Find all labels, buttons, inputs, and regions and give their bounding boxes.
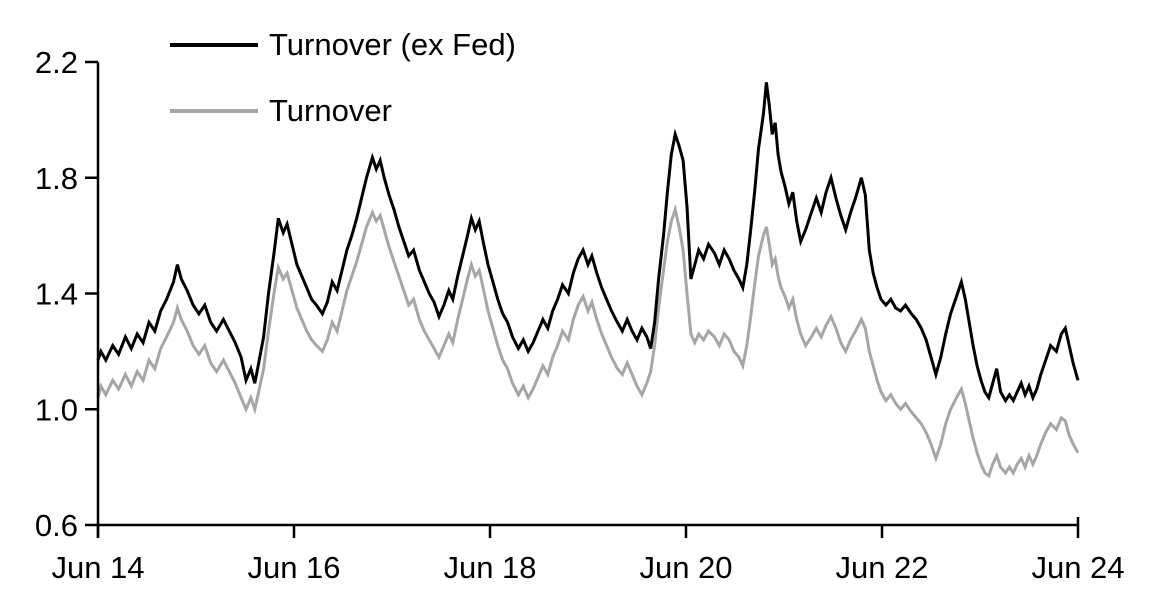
y-axis-tick-label: 1.4 xyxy=(35,277,78,312)
series-line-turnover xyxy=(96,204,1080,479)
x-axis-tick-label: Jun 24 xyxy=(1031,550,1124,585)
y-axis-tick-label: 0.6 xyxy=(35,508,78,543)
legend-swatch-black-line xyxy=(170,43,258,47)
legend-label: Turnover xyxy=(269,93,392,128)
legend-label: Turnover (ex Fed) xyxy=(269,27,516,62)
y-axis-tick-label: 1.8 xyxy=(35,161,78,196)
x-axis-tick-label: Jun 18 xyxy=(443,550,536,585)
x-axis-tick-label: Jun 20 xyxy=(639,550,732,585)
x-axis-tick-label: Jun 22 xyxy=(835,550,928,585)
x-axis-tick-label: Jun 14 xyxy=(51,550,144,585)
y-axis-tick-label: 2.2 xyxy=(35,45,78,80)
legend-swatch-gray-line xyxy=(170,109,258,113)
legend-item-turnover-ex-fed: Turnover (ex Fed) xyxy=(170,27,516,62)
legend-item-turnover: Turnover xyxy=(170,93,392,128)
x-axis-tick-label: Jun 16 xyxy=(247,550,340,585)
y-axis-tick-label: 1.0 xyxy=(35,392,78,427)
series-line-turnover-ex-fed xyxy=(96,82,1080,404)
